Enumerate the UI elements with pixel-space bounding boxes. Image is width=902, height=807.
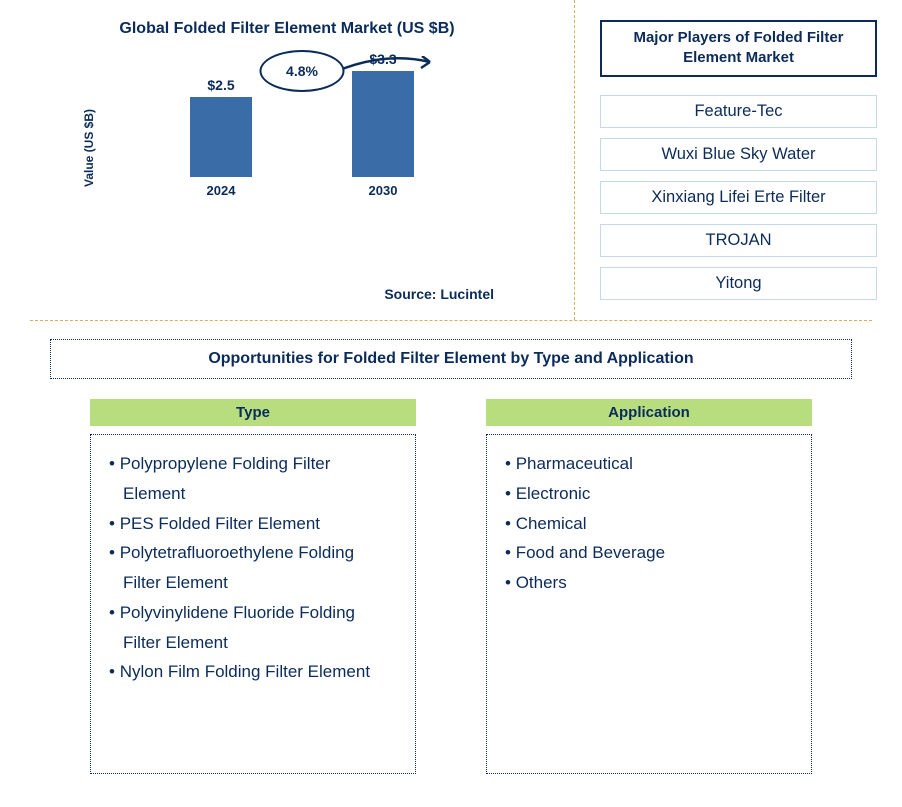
bar-year-label: 2024 [207, 183, 236, 198]
list-item: PES Folded Filter Element [109, 509, 395, 539]
player-item: TROJAN [600, 224, 877, 257]
list-item: Polyvinylidene Fluoride Folding Filter E… [109, 598, 395, 658]
source-label: Source: Lucintel [384, 286, 494, 302]
bar-value-label: $2.5 [207, 77, 234, 93]
top-section: Global Folded Filter Element Market (US … [0, 0, 902, 320]
player-item: Yitong [600, 267, 877, 300]
type-list-box: Polypropylene Folding Filter Element PES… [90, 434, 416, 774]
chart-area: Value (US $B) 4.8% $2.5 2024 $3.3 2030 [100, 58, 504, 238]
opportunity-columns: Type Polypropylene Folding Filter Elemen… [50, 399, 852, 774]
player-item: Wuxi Blue Sky Water [600, 138, 877, 171]
chart-plot: 4.8% $2.5 2024 $3.3 2030 [100, 58, 504, 198]
application-list-box: Pharmaceutical Electronic Chemical Food … [486, 434, 812, 774]
cagr-badge: 4.8% [260, 50, 345, 92]
list-item: Electronic [505, 479, 791, 509]
player-item: Feature-Tec [600, 95, 877, 128]
players-list: Feature-Tec Wuxi Blue Sky Water Xinxiang… [600, 95, 877, 300]
players-title: Major Players of Folded Filter Element M… [600, 20, 877, 77]
player-item: Xinxiang Lifei Erte Filter [600, 181, 877, 214]
list-item: Polypropylene Folding Filter Element [109, 449, 395, 509]
type-header: Type [90, 399, 416, 426]
type-list: Polypropylene Folding Filter Element PES… [109, 449, 395, 687]
opportunities-section: Opportunities for Folded Filter Element … [0, 321, 902, 794]
chart-panel: Global Folded Filter Element Market (US … [0, 0, 575, 320]
list-item: Others [505, 568, 791, 598]
list-item: Chemical [505, 509, 791, 539]
y-axis-label: Value (US $B) [82, 109, 96, 187]
bar-2024: $2.5 2024 [190, 77, 252, 198]
application-list: Pharmaceutical Electronic Chemical Food … [505, 449, 791, 598]
list-item: Nylon Film Folding Filter Element [109, 657, 395, 687]
type-column: Type Polypropylene Folding Filter Elemen… [90, 399, 416, 774]
chart-title: Global Folded Filter Element Market (US … [30, 20, 544, 38]
list-item: Pharmaceutical [505, 449, 791, 479]
opportunities-title: Opportunities for Folded Filter Element … [50, 339, 852, 379]
list-item: Food and Beverage [505, 538, 791, 568]
application-header: Application [486, 399, 812, 426]
application-column: Application Pharmaceutical Electronic Ch… [486, 399, 812, 774]
bar-year-label: 2030 [369, 183, 398, 198]
bar-rect [190, 97, 252, 177]
players-panel: Major Players of Folded Filter Element M… [575, 0, 902, 320]
list-item: Polytetrafluoroethylene Folding Filter E… [109, 538, 395, 598]
